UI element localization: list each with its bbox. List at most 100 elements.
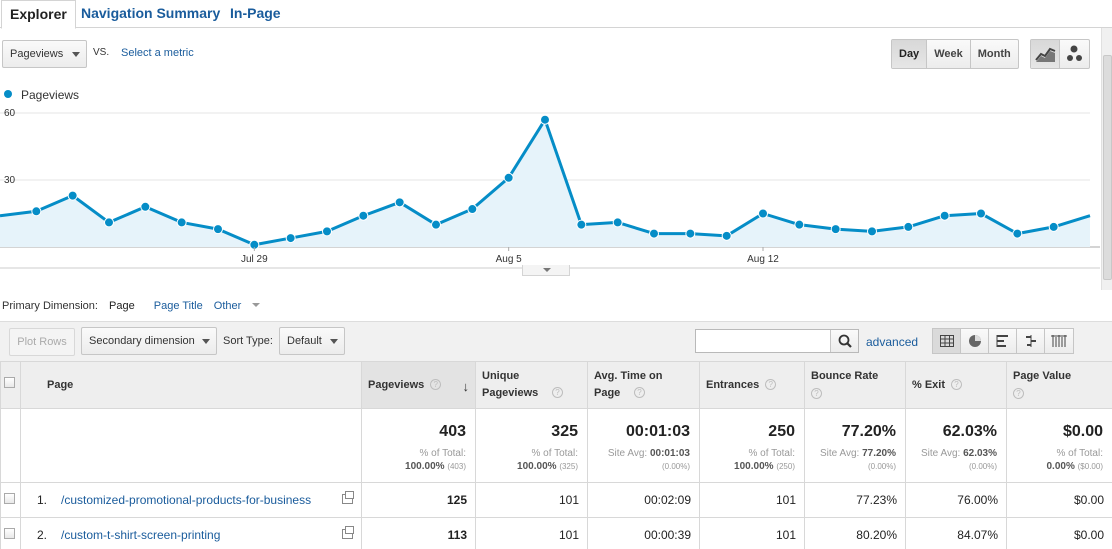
data-point	[31, 206, 42, 217]
external-link-icon[interactable]	[342, 526, 354, 539]
line-chart-icon[interactable]	[1031, 40, 1060, 68]
header-unique-pageviews[interactable]: Unique Pageviews?	[475, 361, 588, 409]
totals-empty-cell	[20, 408, 362, 483]
header-page-value[interactable]: Page Value?	[1006, 361, 1112, 409]
vs-label: VS.	[93, 47, 110, 58]
header-avg-time[interactable]: Avg. Time on Page?	[587, 361, 700, 409]
total-pageviews: 403% of Total: 100.00% (403)	[361, 408, 476, 483]
month-button[interactable]: Month	[977, 48, 1011, 60]
select-all-cell	[0, 361, 21, 409]
scrollbar-thumb[interactable]	[1103, 55, 1112, 280]
day-button[interactable]: Day	[892, 40, 928, 68]
data-point	[976, 208, 986, 219]
header-entrances[interactable]: Entrances?	[699, 361, 805, 409]
header-bounce-label: Bounce Rate	[811, 370, 879, 382]
performance-view-button[interactable]	[989, 329, 1017, 353]
row-checkbox[interactable]	[4, 528, 15, 539]
help-icon[interactable]: ?	[765, 379, 777, 391]
dimension-page-title[interactable]: Page Title	[153, 300, 203, 312]
comparison-view-button[interactable]	[1017, 329, 1045, 353]
dimension-page[interactable]: Page	[109, 300, 135, 312]
page-link[interactable]: /custom-t-shirt-screen-printing	[61, 528, 221, 542]
data-point	[939, 210, 950, 221]
data-point	[540, 114, 550, 125]
term-cloud-view-button[interactable]	[1045, 329, 1073, 353]
total-exit: 62.03% Site Avg: 62.03% (0.00%)	[905, 408, 1007, 483]
data-point	[1012, 228, 1023, 239]
sort-type-select[interactable]: Default	[279, 327, 345, 355]
data-point	[649, 228, 659, 239]
table-row: 1. /customized-promotional-products-for-b…	[0, 482, 1112, 518]
select-metric-link[interactable]: Select a metric	[121, 47, 194, 59]
pageviews-chart: 60 30 Jul 29 Aug 5 Aug 12	[0, 108, 1100, 269]
tab-explorer[interactable]: Explorer	[1, 0, 76, 29]
secondary-dimension-select[interactable]: Secondary dimension	[81, 327, 217, 355]
percentage-view-button[interactable]	[961, 329, 989, 353]
help-icon[interactable]: ?	[634, 387, 645, 398]
search-button[interactable]	[830, 330, 858, 352]
row-checkbox[interactable]	[4, 493, 15, 504]
total-page-value: $0.00% of Total: 0.00% ($0.00)	[1006, 408, 1112, 483]
cell-entrances: 101	[699, 517, 805, 549]
x-tick-label: Jul 29	[241, 254, 268, 265]
x-tick-label: Aug 12	[747, 254, 779, 265]
header-entrances-label: Entrances	[706, 378, 760, 391]
help-icon[interactable]: ?	[430, 379, 442, 391]
data-point	[431, 219, 441, 230]
help-icon[interactable]: ?	[811, 387, 822, 399]
cell-avg-time: 00:02:09	[587, 482, 700, 518]
data-point	[685, 228, 696, 239]
motion-chart-icon[interactable]	[1060, 40, 1089, 68]
header-page[interactable]: Page	[20, 361, 362, 409]
chart-legend: Pageviews	[4, 88, 79, 102]
pie-chart-icon	[968, 335, 981, 347]
cell-pageviews: 125	[361, 482, 476, 518]
data-point	[758, 208, 768, 219]
y-tick-label: 60	[4, 108, 16, 119]
cell-exit: 84.07%	[905, 517, 1007, 549]
header-bounce-rate[interactable]: Bounce Rate?	[804, 361, 906, 409]
header-avg-time-label: Avg. Time on Page	[594, 370, 663, 399]
chevron-down-icon	[252, 303, 261, 307]
x-tick-label: Aug 5	[496, 254, 523, 265]
legend-pageviews: Pageviews	[21, 88, 80, 102]
help-icon[interactable]: ?	[951, 379, 963, 391]
header-pageviews[interactable]: Pageviews? ↓	[361, 361, 476, 409]
row-select-cell	[0, 482, 21, 518]
totals-empty-cell	[0, 408, 21, 483]
header-value-label: Page Value	[1013, 370, 1072, 382]
page-link[interactable]: /customized-promotional-products-for-bus…	[61, 493, 312, 507]
external-link-icon[interactable]	[342, 491, 354, 504]
bar-list-icon	[996, 335, 1008, 347]
dimension-other[interactable]: Other	[214, 300, 269, 312]
search-input[interactable]	[696, 330, 828, 352]
week-button[interactable]: Week	[927, 40, 971, 68]
tab-navigation-summary[interactable]: Navigation Summary	[81, 5, 221, 21]
table-toolbar: Plot Rows Secondary dimension Sort Type:…	[0, 321, 1112, 361]
collapse-chart-handle[interactable]	[522, 265, 570, 276]
advanced-filter-link[interactable]: advanced	[866, 335, 919, 349]
cell-entrances: 101	[699, 482, 805, 518]
total-bounce: 77.20% Site Avg: 77.20% (0.00%)	[804, 408, 906, 483]
tab-in-page[interactable]: In-Page	[230, 5, 281, 21]
data-point	[1048, 221, 1059, 232]
help-icon[interactable]: ?	[1013, 387, 1024, 399]
page-cell: 2. /custom-t-shirt-screen-printing	[20, 517, 362, 549]
help-icon[interactable]: ?	[552, 387, 563, 398]
totals-row: 403% of Total: 100.00% (403) 325% of Tota…	[0, 408, 1112, 483]
chevron-down-icon	[72, 52, 80, 57]
cell-bounce: 77.23%	[804, 482, 906, 518]
header-exit[interactable]: % Exit?	[905, 361, 1007, 409]
grid-icon	[939, 335, 954, 347]
data-point	[322, 226, 332, 237]
data-table-view-button[interactable]	[933, 329, 961, 353]
plot-rows-button[interactable]: Plot Rows	[9, 328, 75, 356]
data-point	[830, 224, 841, 235]
table-view-toggle	[932, 328, 1074, 354]
select-all-checkbox[interactable]	[4, 376, 15, 388]
search-icon	[838, 334, 852, 348]
metric-select[interactable]: Pageviews	[2, 40, 87, 68]
scrollbar[interactable]	[1101, 28, 1112, 290]
data-point	[612, 217, 623, 228]
secondary-dimension-label: Secondary dimension	[89, 335, 195, 347]
